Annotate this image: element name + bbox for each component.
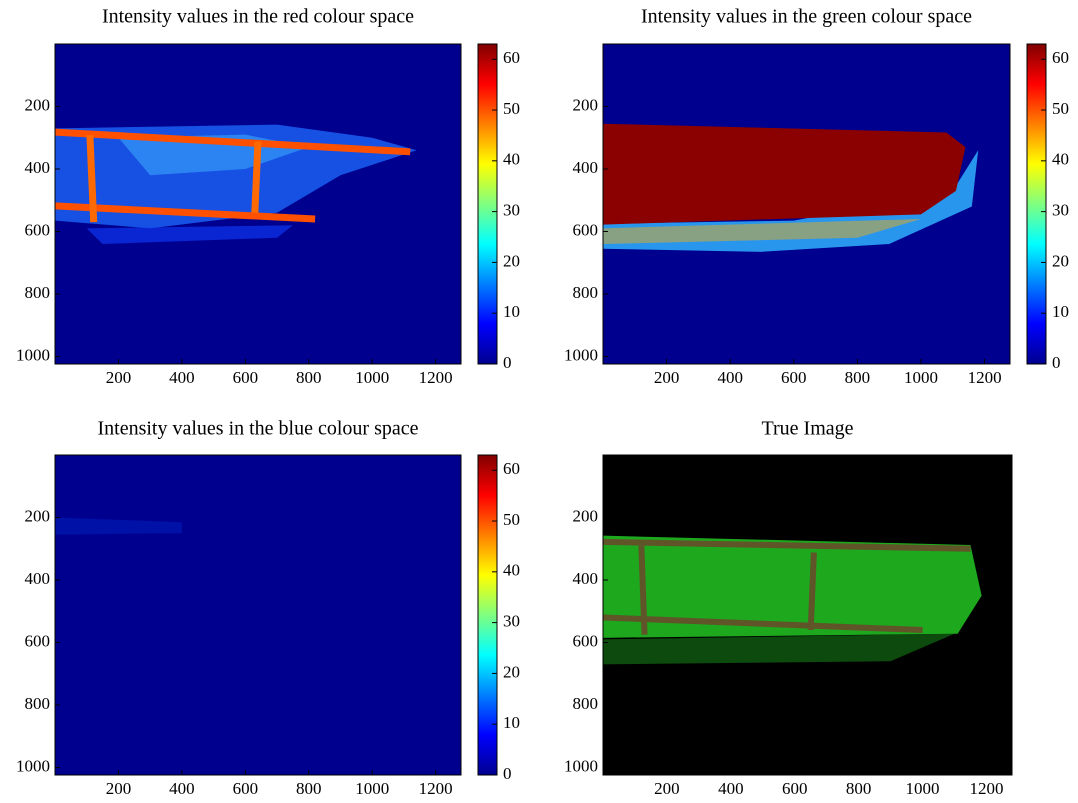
x-tick-label: 800 xyxy=(846,779,872,798)
x-tick-label: 200 xyxy=(106,368,132,387)
colorbar-tick-label: 0 xyxy=(503,764,512,783)
colorbar-tick-label: 40 xyxy=(503,561,520,580)
image-region xyxy=(603,219,921,244)
colorbar-tick-label: 20 xyxy=(503,662,520,681)
x-tick-label: 600 xyxy=(233,368,259,387)
y-tick-label: 1000 xyxy=(564,345,598,364)
colorbar-tick-label: 60 xyxy=(503,459,520,478)
y-tick-label: 600 xyxy=(573,220,599,239)
colorbar-tick-label: 40 xyxy=(1052,150,1069,169)
y-tick-label: 200 xyxy=(25,506,51,525)
y-tick-label: 400 xyxy=(573,158,599,177)
x-tick-label: 1000 xyxy=(355,368,389,387)
chart-title: Intensity values in the green colour spa… xyxy=(641,6,972,28)
colorbar xyxy=(1026,43,1047,365)
colorbar-tick-label: 50 xyxy=(503,99,520,118)
y-tick-label: 200 xyxy=(573,506,599,525)
y-tick-label: 800 xyxy=(573,694,599,713)
x-tick-label: 1200 xyxy=(419,779,453,798)
x-tick-label: 800 xyxy=(296,779,322,798)
colorbar-tick-label: 40 xyxy=(503,150,520,169)
y-tick-label: 1000 xyxy=(564,756,598,775)
y-tick-label: 1000 xyxy=(16,756,50,775)
image-feature xyxy=(638,545,648,635)
x-tick-label: 200 xyxy=(654,368,680,387)
image-feature xyxy=(55,202,316,223)
y-tick-label: 800 xyxy=(25,694,51,713)
x-tick-label: 200 xyxy=(106,779,132,798)
image-region xyxy=(86,225,293,244)
colorbar-tick-label: 0 xyxy=(1052,353,1061,372)
chart-title: Intensity values in the blue colour spac… xyxy=(97,418,418,440)
y-tick-label: 1000 xyxy=(16,345,50,364)
colorbar-tick-label: 30 xyxy=(503,612,520,631)
axes-frame xyxy=(602,43,1011,365)
x-tick-label: 400 xyxy=(169,368,195,387)
image-feature xyxy=(807,552,817,631)
colorbar-tick-label: 30 xyxy=(503,201,520,220)
x-tick-label: 1000 xyxy=(355,779,389,798)
chart-title: Intensity values in the red colour space xyxy=(102,6,414,28)
image-region xyxy=(55,517,182,535)
colorbar-tick-label: 0 xyxy=(503,353,512,372)
y-tick-label: 200 xyxy=(25,95,51,114)
x-tick-label: 800 xyxy=(296,368,322,387)
x-tick-label: 1000 xyxy=(906,779,940,798)
colorbar-tick-label: 20 xyxy=(503,251,520,270)
image-region xyxy=(603,535,982,638)
x-tick-label: 400 xyxy=(717,368,743,387)
image-content xyxy=(603,535,982,665)
chart-title: True Image xyxy=(761,418,853,440)
x-tick-label: 200 xyxy=(654,779,680,798)
colorbar-tick-label: 30 xyxy=(1052,201,1069,220)
colorbar xyxy=(477,43,498,365)
y-tick-label: 400 xyxy=(25,158,51,177)
x-tick-label: 600 xyxy=(781,368,807,387)
colorbar-tick-label: 60 xyxy=(503,48,520,67)
x-tick-label: 1200 xyxy=(968,368,1002,387)
image-feature xyxy=(55,128,411,156)
x-tick-label: 400 xyxy=(718,779,744,798)
colorbar-tick-label: 50 xyxy=(503,510,520,529)
x-tick-label: 800 xyxy=(845,368,871,387)
y-tick-label: 800 xyxy=(25,283,51,302)
colorbar-tick-label: 10 xyxy=(503,713,520,732)
colorbar xyxy=(477,454,498,776)
axes-frame xyxy=(602,454,1013,776)
image-feature xyxy=(603,538,971,552)
y-tick-label: 800 xyxy=(573,283,599,302)
image-feature xyxy=(86,135,98,223)
colorbar-tick-label: 50 xyxy=(1052,99,1069,118)
colorbar-tick-label: 10 xyxy=(1052,302,1069,321)
image-content xyxy=(55,124,417,244)
image-feature xyxy=(251,141,262,213)
image-region xyxy=(603,123,966,225)
x-tick-label: 1000 xyxy=(904,368,938,387)
colorbar-tick-label: 10 xyxy=(503,302,520,321)
axes-frame xyxy=(54,454,462,776)
x-tick-label: 600 xyxy=(233,779,259,798)
colorbar-tick-label: 20 xyxy=(1052,251,1069,270)
image-region xyxy=(603,150,979,252)
plot-area xyxy=(55,455,461,775)
image-content xyxy=(603,123,979,252)
image-region xyxy=(603,633,955,665)
x-tick-label: 1200 xyxy=(969,779,1003,798)
x-tick-label: 1200 xyxy=(419,368,453,387)
image-feature xyxy=(603,614,923,633)
y-tick-label: 200 xyxy=(573,95,599,114)
colorbar-tick-label: 60 xyxy=(1052,48,1069,67)
y-tick-label: 600 xyxy=(573,631,599,650)
y-tick-label: 400 xyxy=(573,569,599,588)
y-tick-label: 400 xyxy=(25,569,51,588)
x-tick-label: 400 xyxy=(169,779,195,798)
x-tick-label: 600 xyxy=(782,779,808,798)
y-tick-label: 600 xyxy=(25,220,51,239)
axes-frame xyxy=(54,43,462,365)
image-content xyxy=(55,517,182,535)
y-tick-label: 600 xyxy=(25,631,51,650)
